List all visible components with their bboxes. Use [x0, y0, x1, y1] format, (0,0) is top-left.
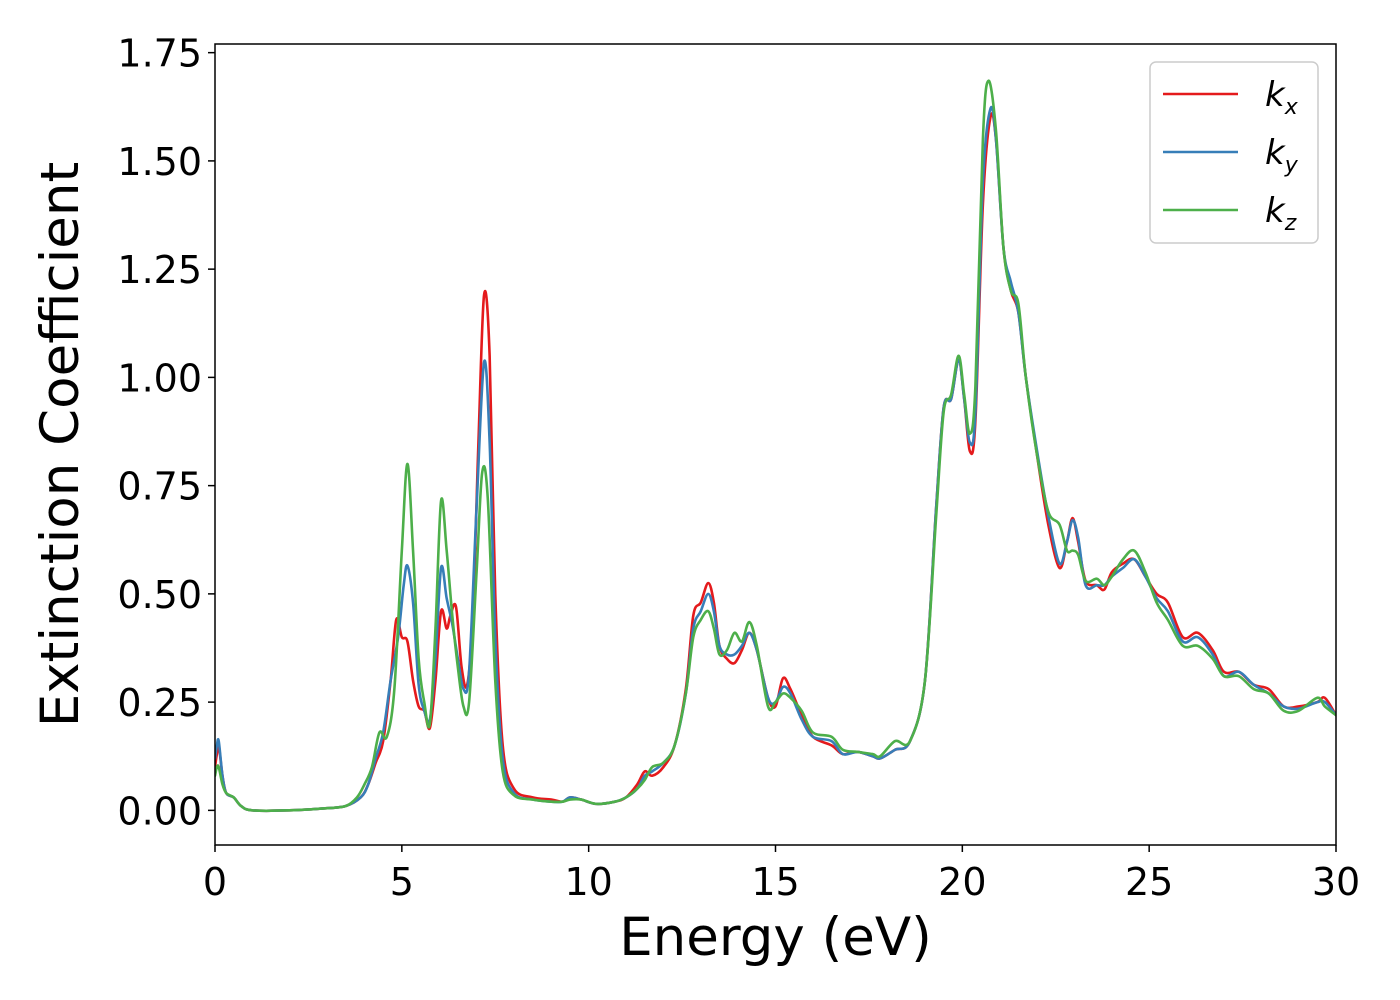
x-tick-label: 5: [390, 860, 414, 904]
x-tick-label: 25: [1125, 860, 1173, 904]
y-tick-label: 0.00: [117, 789, 202, 833]
series-line-k-y: [215, 105, 1336, 813]
x-tick-label: 30: [1312, 860, 1360, 904]
y-axis-ticks: 0.00 0.25 0.50 0.75 1.00 1.25 1.50 1.75: [117, 32, 215, 833]
x-tick-label: 15: [751, 860, 799, 904]
x-axis-label: Energy (eV): [619, 907, 932, 968]
series-layer: [215, 79, 1336, 813]
x-tick-label: 20: [938, 860, 986, 904]
legend-label-k-z: kz: [1265, 191, 1297, 236]
y-tick-label: 1.50: [117, 140, 202, 184]
series-line-k-z: [215, 79, 1336, 813]
x-tick-label: 10: [564, 860, 612, 904]
y-tick-label: 1.75: [117, 32, 202, 76]
y-tick-label: 0.25: [117, 681, 202, 725]
x-tick-label: 0: [203, 860, 227, 904]
legend-label-k-y: ky: [1265, 133, 1299, 178]
x-axis-ticks: 0 5 10 15 20 25 30: [203, 845, 1360, 904]
legend: kx ky kz: [1149, 61, 1319, 244]
y-tick-label: 1.25: [117, 248, 202, 292]
y-axis-label: Extinction Coefficient: [30, 162, 91, 728]
y-tick-label: 0.50: [117, 573, 202, 617]
y-tick-label: 0.75: [117, 465, 202, 509]
legend-label-k-x: kx: [1265, 75, 1299, 120]
y-tick-label: 1.00: [117, 356, 202, 400]
